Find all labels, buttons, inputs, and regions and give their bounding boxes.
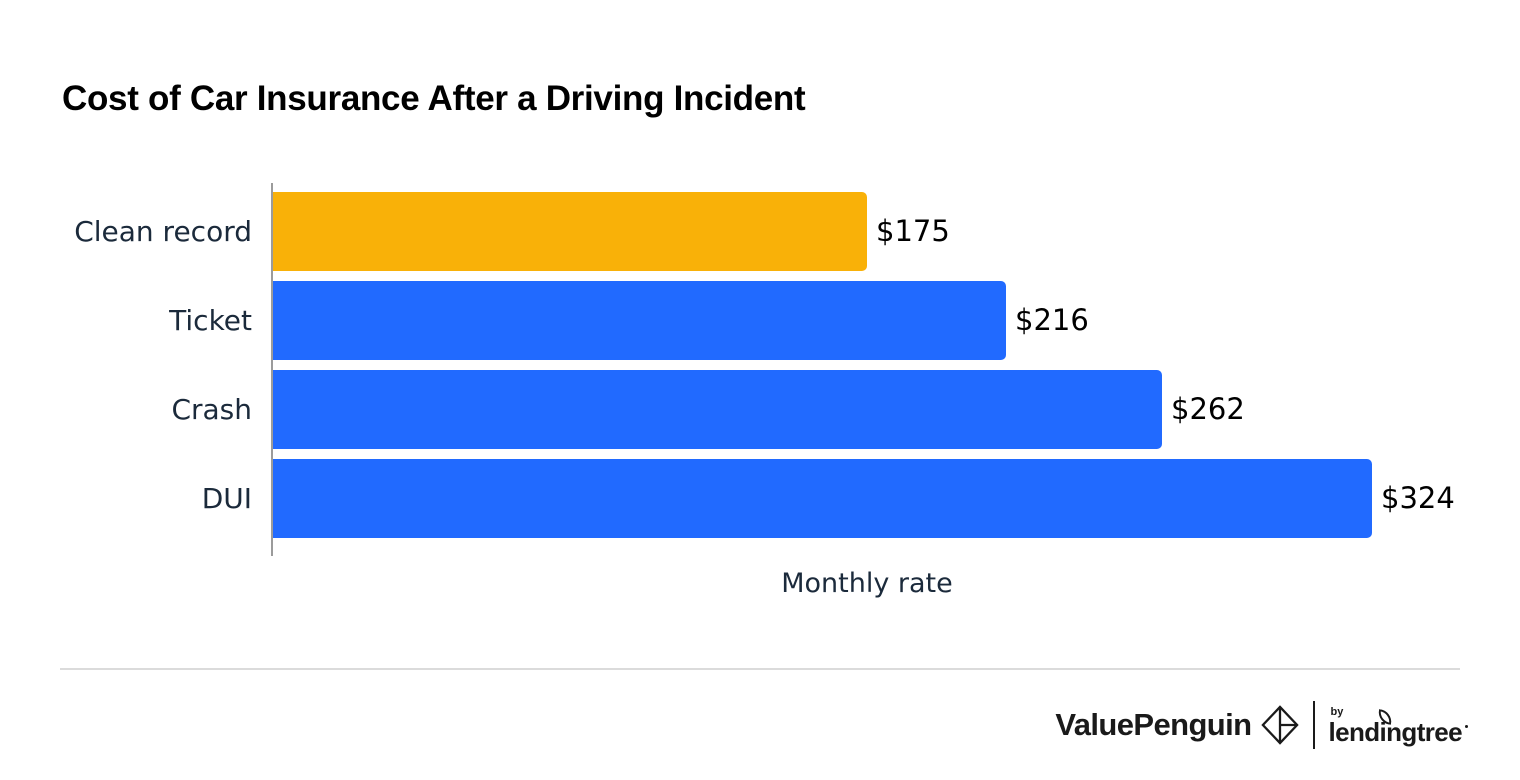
bar-dui	[273, 459, 1372, 538]
category-label-ticket: Ticket	[169, 304, 252, 337]
valuepenguin-diamond-icon	[1261, 705, 1300, 745]
value-label-dui: $324	[1381, 481, 1455, 515]
valuepenguin-wordmark: ValuePenguin	[1055, 707, 1252, 742]
value-label-clean-record: $175	[876, 214, 950, 248]
bar-clean-record	[273, 192, 867, 271]
bar-crash	[273, 370, 1162, 449]
lendingtree-wordmark-text: lendingtree	[1328, 716, 1462, 747]
category-label-clean-record: Clean record	[74, 215, 252, 248]
chart-row-ticket: Ticket $216	[0, 281, 1520, 360]
y-axis-line	[271, 183, 273, 556]
category-label-crash: Crash	[171, 393, 252, 426]
value-label-crash: $262	[1171, 392, 1245, 426]
footer-divider-line	[60, 668, 1460, 670]
byline-label: by	[1330, 705, 1344, 718]
trademark-dot	[1465, 724, 1468, 728]
brand-separator-line	[1313, 701, 1316, 749]
lendingtree-wordmark: lendingtree	[1328, 708, 1468, 747]
category-label-dui: DUI	[201, 482, 252, 515]
value-label-ticket: $216	[1015, 303, 1089, 337]
lendingtree-logo: by lendingtree	[1328, 705, 1468, 747]
footer-branding: ValuePenguin by lendingtree	[1055, 697, 1468, 753]
page-title: Cost of Car Insurance After a Driving In…	[62, 79, 806, 118]
chart-row-dui: DUI $324	[0, 459, 1520, 538]
chart-row-crash: Crash $262	[0, 370, 1520, 449]
bar-ticket	[273, 281, 1006, 360]
x-axis-label: Monthly rate	[781, 568, 953, 599]
chart-row-clean-record: Clean record $175	[0, 192, 1520, 271]
